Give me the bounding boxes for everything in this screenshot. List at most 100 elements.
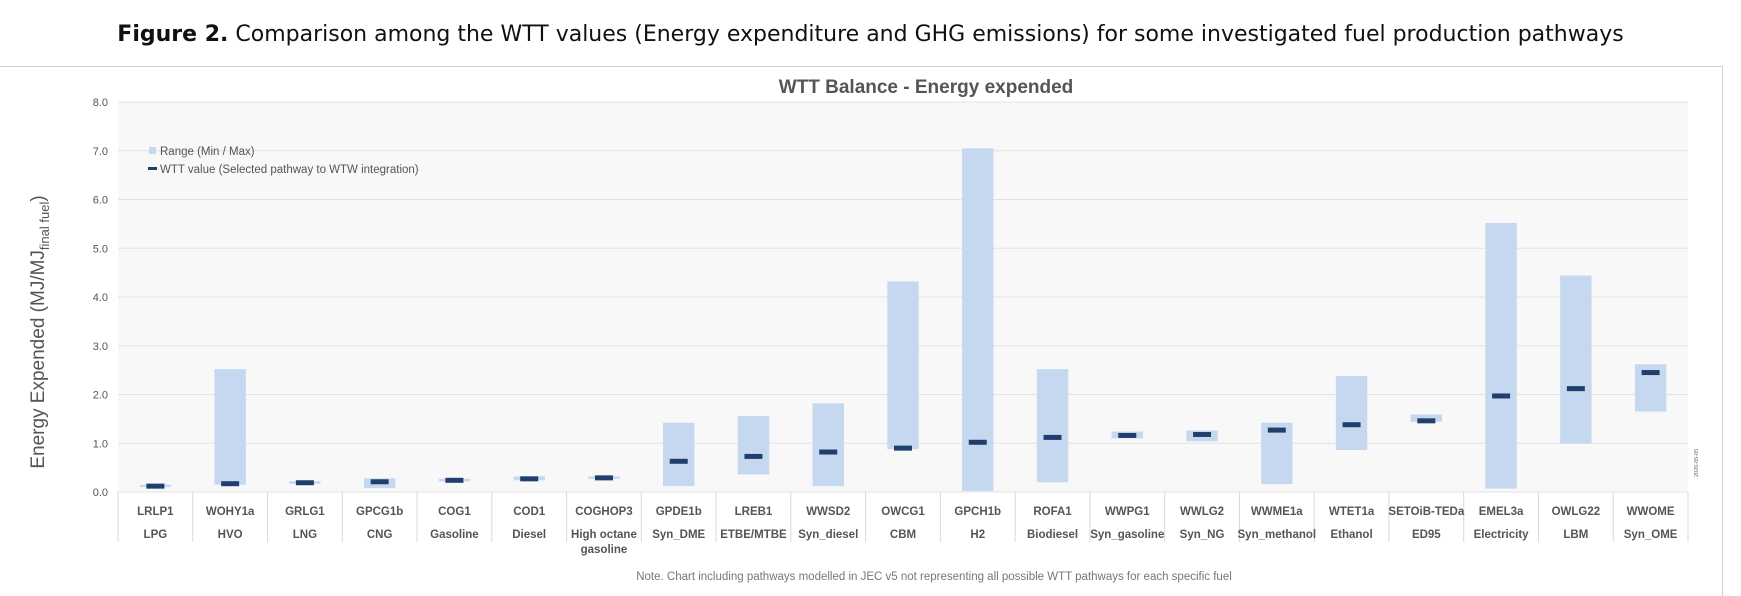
y-axis-label: Energy Expended (MJ/MJfinal fuel) [28, 195, 52, 468]
y-tick-label: 5.0 [93, 243, 108, 255]
category-code-label: WOHY1a [206, 506, 255, 518]
range-bar-emel3a [1485, 222, 1517, 489]
figure-caption-text: Comparison among the WTT values (Energy … [235, 22, 1624, 47]
category-fuel-label: High octane [571, 529, 637, 541]
category-fuel-label: LNG [293, 529, 317, 541]
wtt-value-marker-setoib-teda [1417, 418, 1436, 424]
wtt-value-marker-gpcg1b [370, 479, 389, 485]
y-tick-label: 2.0 [93, 390, 108, 402]
category-code-label: WTET1a [1329, 506, 1375, 518]
y-tick-label: 8.0 [93, 97, 108, 109]
wtt-value-marker-wwsd2 [819, 449, 838, 455]
y-tick-label: 6.0 [93, 195, 108, 207]
category-code-label: COGHOP3 [575, 506, 633, 518]
y-tick-label: 1.0 [93, 438, 108, 450]
category-code-label: WWOME [1627, 506, 1675, 518]
category-fuel-label: Syn_methanol [1238, 529, 1317, 541]
category-code-label: WWME1a [1251, 506, 1303, 518]
wtt-value-marker-gpch1b [968, 439, 987, 445]
category-code-label: GPCH1b [954, 506, 1001, 518]
figure-caption: Figure 2. Comparison among the WTT value… [0, 22, 1741, 47]
category-fuel-label: ETBE/MTBE [720, 529, 787, 541]
wtt-value-marker-cog1 [445, 477, 464, 483]
range-bar-wwme1a [1261, 422, 1293, 485]
wtt-value-marker-owcg1 [894, 445, 912, 451]
wtt-value-marker-emel3a [1492, 393, 1511, 399]
category-code-label: OWCG1 [881, 506, 925, 518]
category-fuel-label: Syn_diesel [798, 529, 858, 541]
range-bar-lreb1 [737, 415, 770, 475]
category-code-label: COG1 [438, 506, 471, 518]
category-code-label: SETOiB-TEDa [1388, 506, 1464, 518]
range-bar-wtet1a [1335, 375, 1368, 451]
wtt-value-marker-wwpg1 [1118, 432, 1137, 438]
category-fuel-label: Ethanol [1330, 529, 1372, 541]
category-code-label: EMEL3a [1479, 506, 1524, 518]
legend-range-swatch [149, 147, 156, 154]
range-bar-rofa1 [1036, 369, 1069, 483]
figure-label: Figure 2. [117, 22, 229, 47]
range-bar-wohy1a [214, 369, 246, 485]
category-code-label: GRLG1 [285, 506, 325, 518]
category-code-label: GPDE1b [656, 506, 702, 518]
wtt-value-marker-lreb1 [744, 453, 763, 459]
y-tick-label: 4.0 [93, 292, 108, 304]
chart-note: Note. Chart including pathways modelled … [636, 571, 1232, 583]
legend-range-label: Range (Min / Max) [160, 146, 255, 158]
wtt-value-marker-grlg1 [295, 480, 314, 486]
category-fuel-label: H2 [970, 529, 985, 541]
wtt-value-marker-wohy1a [221, 481, 240, 487]
category-fuel-label: Syn_OME [1624, 529, 1678, 541]
wtt-value-marker-owlg22 [1566, 386, 1585, 392]
category-fuel-label: Gasoline [430, 529, 479, 541]
category-fuel-label: gasoline [581, 544, 628, 556]
y-tick-label: 7.0 [93, 146, 108, 158]
y-axis-label-main: Energy Expended (MJ/MJ [28, 250, 49, 469]
range-bar-owcg1 [887, 281, 919, 450]
wtt-value-marker-wtet1a [1342, 422, 1361, 428]
category-fuel-label: Electricity [1474, 529, 1530, 541]
category-fuel-label: CNG [367, 529, 393, 541]
category-fuel-label: Diesel [512, 529, 546, 541]
category-fuel-label: Syn_gasoline [1090, 529, 1164, 541]
category-fuel-label: CBM [890, 529, 916, 541]
wtt-value-marker-lrlp1 [146, 483, 165, 489]
category-fuel-label: LBM [1563, 529, 1588, 541]
category-code-label: LREB1 [735, 506, 773, 518]
category-code-label: COD1 [513, 506, 546, 518]
category-fuel-label: LPG [144, 529, 168, 541]
category-fuel-label: Syn_NG [1180, 529, 1225, 541]
range-bar-owlg22 [1560, 275, 1592, 444]
wtt-value-marker-coghop3 [594, 475, 613, 481]
range-bar-gpde1b [663, 422, 695, 487]
category-fuel-label: Biodiesel [1027, 529, 1078, 541]
y-axis-label-subscript: final fuel [37, 202, 52, 251]
legend-value-swatch [148, 167, 157, 170]
chart-title: WTT Balance - Energy expended [779, 77, 1074, 98]
category-code-label: GPCG1b [356, 506, 403, 518]
category-code-label: WWPG1 [1105, 506, 1150, 518]
wtt-value-marker-cod1 [520, 476, 539, 482]
category-fuel-label: ED95 [1412, 529, 1441, 541]
category-code-label: WWLG2 [1180, 506, 1224, 518]
energy-expended-chart: 0.0 1.0 2.0 3.0 4.0 5.0 6.0 7.0 8.0 LRLP1 LPG WOHY1… [28, 77, 1700, 583]
category-code-label: LRLP1 [137, 506, 174, 518]
category-code-label: ROFA1 [1033, 506, 1072, 518]
wtt-value-marker-wwme1a [1267, 427, 1286, 433]
legend-value-label: WTT value (Selected pathway to WTW integ… [160, 164, 419, 176]
range-bar-setoib-teda [1410, 414, 1443, 422]
date-stamp: 2020-05-05 [1694, 449, 1700, 477]
range-bar-gpch1b [962, 148, 994, 492]
wtt-value-marker-wwlg2 [1193, 431, 1212, 437]
y-tick-label: 0.0 [93, 487, 108, 499]
category-fuel-label: HVO [218, 529, 243, 541]
category-code-label: OWLG22 [1552, 506, 1601, 518]
chart-panel: 0.0 1.0 2.0 3.0 4.0 5.0 6.0 7.0 8.0 LRLP1 LPG WOHY1… [0, 66, 1723, 596]
wtt-value-marker-rofa1 [1043, 434, 1062, 440]
wtt-value-marker-gpde1b [669, 458, 688, 464]
y-axis-label-close: ) [28, 195, 49, 201]
category-fuel-label: Syn_DME [652, 529, 705, 541]
y-tick-label: 3.0 [93, 341, 108, 353]
range-bar-wwsd2 [812, 403, 844, 487]
category-code-label: WWSD2 [806, 506, 850, 518]
